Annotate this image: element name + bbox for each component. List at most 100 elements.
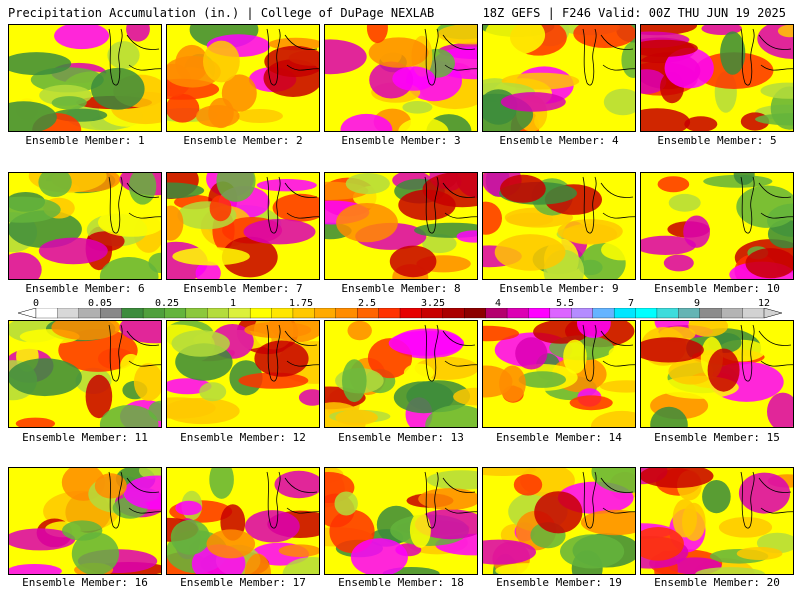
great-lakes-outline: [266, 471, 319, 529]
precip-field-map: [167, 321, 319, 427]
precip-region: [518, 371, 566, 388]
precip-region: [167, 93, 200, 123]
legend-color-swatch: [357, 308, 380, 319]
legend-color-swatch: [185, 308, 208, 319]
precip-region: [668, 193, 701, 212]
precip-region: [426, 470, 477, 490]
precip-field-map: [325, 321, 477, 427]
great-lakes-outline: [424, 324, 477, 382]
precip-field-map: [9, 173, 161, 279]
precip-region: [760, 82, 793, 99]
ensemble-member-label: Ensemble Member: 20: [654, 576, 780, 589]
precip-region: [483, 325, 519, 342]
precip-field-map: [483, 468, 635, 574]
ensemble-map-panel: [8, 320, 162, 428]
legend-color-swatch: [442, 308, 465, 319]
legend-tick-label: 1: [229, 298, 237, 309]
precip-region: [641, 468, 714, 488]
precip-region: [51, 321, 121, 341]
legend-color-swatch: [635, 308, 658, 319]
legend-color-swatch: [485, 308, 508, 319]
legend-tick-label: 7: [627, 298, 635, 309]
precip-region: [274, 470, 319, 499]
ensemble-map-panel: [482, 172, 636, 280]
precip-region: [733, 173, 755, 185]
legend-color-swatch: [228, 308, 251, 319]
precip-region: [641, 69, 667, 94]
precip-region: [437, 25, 477, 45]
ensemble-map-panel: [482, 467, 636, 575]
precip-region: [335, 409, 378, 426]
ensemble-map-panel: [324, 320, 478, 428]
ensemble-member-label: Ensemble Member: 2: [183, 134, 303, 147]
precip-region: [171, 330, 230, 357]
precip-field-map: [167, 25, 319, 131]
precip-region: [298, 389, 319, 406]
precip-region: [563, 339, 587, 374]
legend-color-swatch: [35, 308, 58, 319]
precip-region: [172, 247, 250, 266]
precip-region: [601, 239, 635, 261]
precip-region: [195, 261, 221, 279]
precip-field-map: [325, 25, 477, 131]
ensemble-member-label: Ensemble Member: 15: [654, 431, 780, 444]
legend-color-swatch: [678, 308, 701, 319]
precip-region: [569, 395, 613, 411]
precip-region: [755, 113, 793, 126]
precip-region: [368, 37, 429, 68]
precip-region: [578, 259, 603, 276]
precip-region: [216, 173, 256, 202]
ensemble-map-panel: [640, 320, 794, 428]
precip-region: [702, 480, 731, 514]
precip-region: [600, 380, 635, 393]
precip-region: [345, 173, 390, 195]
precip-region: [61, 520, 103, 541]
precip-region: [718, 517, 773, 538]
precip-region: [170, 519, 210, 555]
precip-region: [119, 321, 161, 344]
great-lakes-outline: [582, 176, 635, 234]
legend-color-swatch: [100, 308, 123, 319]
legend-color-swatch: [571, 308, 594, 319]
great-lakes-outline: [424, 176, 477, 234]
precip-region: [603, 88, 635, 116]
legend-color-swatch: [742, 308, 765, 319]
precip-region: [736, 547, 783, 560]
precip-region: [221, 74, 257, 112]
precip-region: [745, 248, 793, 279]
precip-region: [71, 532, 119, 574]
precip-region: [720, 31, 746, 75]
precip-region: [483, 468, 536, 476]
precip-region: [98, 208, 161, 237]
precip-field-map: [167, 468, 319, 574]
precip-region: [126, 25, 150, 42]
great-lakes-outline: [740, 28, 793, 86]
precip-region: [133, 363, 161, 401]
precip-region: [278, 544, 319, 557]
precip-field-map: [483, 173, 635, 279]
precip-field-map: [483, 321, 635, 427]
great-lakes-outline: [424, 471, 477, 529]
legend-color-swatch: [721, 308, 744, 319]
precip-region: [688, 321, 729, 337]
precip-field-map: [9, 321, 161, 427]
precip-region: [282, 557, 319, 574]
precip-region: [534, 491, 583, 534]
ensemble-map-panel: [640, 172, 794, 280]
precip-region: [591, 468, 635, 494]
precip-field-map: [325, 468, 477, 574]
great-lakes-outline: [266, 324, 319, 382]
precip-region: [254, 340, 309, 377]
ensemble-member-label: Ensemble Member: 7: [183, 282, 303, 295]
ensemble-member-label: Ensemble Member: 10: [654, 282, 780, 295]
legend-color-swatch: [506, 308, 529, 319]
precip-region: [707, 348, 740, 392]
precip-region: [695, 567, 766, 574]
legend-color-swatch: [613, 308, 636, 319]
ensemble-member-label: Ensemble Member: 18: [338, 576, 464, 589]
precip-region: [738, 472, 791, 514]
ensemble-member-label: Ensemble Member: 14: [496, 431, 622, 444]
precip-region: [350, 538, 408, 574]
legend-color-swatch: [421, 308, 444, 319]
ensemble-map-panel: [324, 467, 478, 575]
